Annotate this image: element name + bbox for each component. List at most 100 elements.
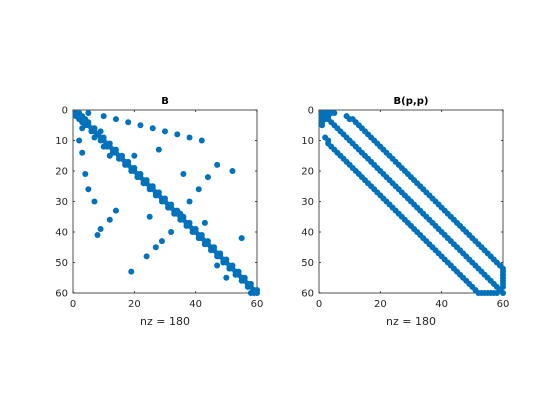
data-point: [112, 116, 119, 123]
chart-title-B: B: [161, 96, 169, 107]
data-point: [137, 122, 144, 129]
data-point: [201, 219, 208, 226]
data-point: [229, 168, 236, 174]
data-point: [100, 143, 107, 150]
data-point: [152, 244, 159, 251]
y-tick-label: 60: [301, 289, 314, 300]
data-point: [106, 216, 113, 223]
data-point: [131, 152, 138, 159]
y-tick-label: 20: [55, 167, 68, 178]
data-point: [146, 213, 153, 220]
data-point: [79, 125, 86, 132]
data-point: [88, 128, 95, 135]
data-point: [128, 168, 135, 174]
x-tick-label: 40: [435, 299, 448, 310]
data-point: [146, 186, 153, 193]
data-point: [226, 265, 233, 272]
x-tick-label: 60: [497, 299, 510, 310]
data-point: [214, 262, 221, 269]
data-point: [112, 207, 119, 214]
data-point: [331, 110, 338, 117]
data-point: [116, 155, 122, 162]
data-point: [168, 229, 175, 235]
data-point: [214, 161, 221, 168]
data-point: [122, 161, 129, 168]
data-point: [177, 210, 184, 217]
x-tick-label: 60: [251, 299, 264, 310]
data-point: [152, 192, 159, 199]
data-point: [186, 198, 193, 205]
data-point: [91, 198, 98, 205]
y-tick-label: 50: [301, 258, 314, 269]
data-point: [106, 152, 113, 159]
data-point: [140, 180, 147, 187]
data-point: [165, 204, 172, 211]
data-point: [183, 222, 190, 229]
data-point: [76, 137, 83, 144]
data-point: [232, 271, 239, 278]
data-point: [244, 283, 251, 290]
y-tick-label: 40: [55, 228, 68, 239]
data-point: [82, 171, 89, 178]
data-point: [214, 253, 221, 260]
data-point: [177, 216, 184, 223]
data-point: [158, 238, 165, 245]
data-point: [201, 241, 208, 248]
x-tick-label: 0: [316, 299, 322, 310]
x-tick-label: 20: [128, 299, 141, 310]
data-point: [143, 253, 150, 260]
data-point: [247, 290, 254, 296]
x-tick-label: 20: [374, 299, 387, 310]
data-point: [319, 122, 326, 129]
data-point: [162, 128, 168, 135]
y-tick-label: 30: [301, 197, 314, 208]
y-tick-label: 10: [55, 136, 68, 147]
data-point: [100, 113, 107, 120]
data-point: [128, 268, 135, 275]
data-point: [204, 174, 211, 181]
data-point: [493, 290, 500, 296]
data-point: [97, 137, 104, 144]
data-point: [158, 198, 165, 205]
y-tick-label: 60: [55, 289, 68, 300]
data-point: [186, 134, 193, 141]
x-axis-label-Bpp: nz = 180: [386, 315, 436, 328]
data-point: [85, 186, 92, 193]
x-tick-label: 0: [70, 299, 76, 310]
data-point: [94, 232, 101, 239]
y-tick-label: 0: [308, 106, 314, 117]
data-point: [85, 110, 92, 117]
data-point: [198, 137, 205, 144]
data-point: [125, 119, 132, 126]
data-point: [500, 283, 506, 290]
y-tick-label: 0: [62, 106, 68, 117]
data-point: [220, 259, 227, 266]
data-point: [171, 210, 178, 217]
y-tick-label: 50: [55, 258, 68, 269]
data-point: [174, 131, 181, 138]
data-point: [180, 171, 187, 178]
y-tick-label: 40: [301, 228, 314, 239]
data-point: [155, 146, 162, 153]
data-point: [238, 235, 245, 242]
data-point: [238, 277, 245, 284]
data-point: [223, 274, 230, 281]
data-point: [149, 125, 156, 132]
data-point: [500, 290, 506, 296]
data-point: [97, 128, 104, 135]
data-point: [91, 134, 98, 141]
y-tick-label: 30: [55, 197, 68, 208]
chart-title-Bpp: B(p,p): [394, 96, 429, 107]
data-point: [97, 225, 104, 232]
data-point: [189, 229, 196, 235]
y-tick-label: 20: [301, 167, 314, 178]
data-point: [134, 174, 141, 181]
data-point: [79, 149, 86, 156]
x-axis-label-B: nz = 180: [140, 315, 190, 328]
y-tick-label: 10: [301, 136, 314, 147]
data-point: [195, 235, 202, 242]
x-tick-label: 40: [189, 299, 202, 310]
